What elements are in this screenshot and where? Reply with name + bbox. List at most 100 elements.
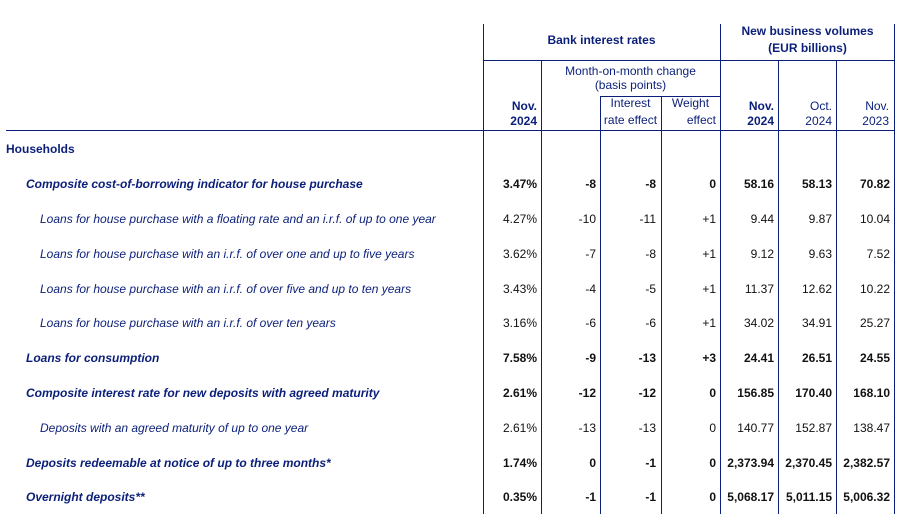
row-label: Households xyxy=(6,142,75,156)
header-eur-billions: (EUR billions) xyxy=(768,41,847,55)
cell-mom: -1 xyxy=(585,490,596,504)
cell-v1: 24.41 xyxy=(743,351,774,365)
header-basis-points: (basis points) xyxy=(594,78,667,92)
divider-v1-v2 xyxy=(778,60,779,514)
cell-ire: -11 xyxy=(639,212,656,226)
cell-rate: 7.58% xyxy=(502,351,537,365)
header-vol-nov23-year: 2023 xyxy=(862,114,889,128)
row-label: Loans for consumption xyxy=(26,351,160,365)
cell-mom: -13 xyxy=(578,421,596,435)
cell-v1: 5,068.17 xyxy=(727,490,774,504)
cell-v2: 9.63 xyxy=(808,247,832,261)
divider-rates-left xyxy=(483,24,484,514)
cell-v1: 9.44 xyxy=(750,212,774,226)
header-new-business-volumes: New business volumes xyxy=(741,24,874,38)
cell-rate: 3.47% xyxy=(502,177,537,191)
cell-we: 0 xyxy=(709,177,716,191)
cell-rate: 0.35% xyxy=(502,490,537,504)
cell-we: +1 xyxy=(702,247,716,261)
cell-ire: -1 xyxy=(645,490,656,504)
cell-v2: 34.91 xyxy=(801,316,832,330)
divider-mom-ire xyxy=(600,96,601,514)
cell-we: 0 xyxy=(709,386,716,400)
header-rate-nov: Nov. xyxy=(511,99,537,113)
cell-v2: 12.62 xyxy=(801,282,832,296)
cell-v2: 9.87 xyxy=(808,212,832,226)
cell-rate: 3.43% xyxy=(502,282,537,296)
cell-v1: 58.16 xyxy=(743,177,774,191)
header-rate-effect: rate effect xyxy=(603,113,658,127)
cell-we: 0 xyxy=(709,421,716,435)
cell-v3: 70.82 xyxy=(859,177,890,191)
row-label: Composite interest rate for new deposits… xyxy=(26,386,380,400)
header-bank-interest-rates: Bank interest rates xyxy=(547,33,656,47)
divider-rate-mom xyxy=(541,60,542,514)
header-vol-oct: Oct. xyxy=(809,99,832,113)
cell-ire: -8 xyxy=(645,177,656,191)
header-vol-nov: Nov. xyxy=(748,99,774,113)
header-rate-2024: 2024 xyxy=(510,114,537,128)
cell-v1: 34.02 xyxy=(743,316,774,330)
cell-v2: 152.87 xyxy=(795,421,832,435)
header-interest: Interest xyxy=(610,96,651,110)
header-vol-nov23: Nov. xyxy=(865,99,889,113)
cell-v1: 11.37 xyxy=(744,282,774,296)
cell-rate: 4.27% xyxy=(502,212,537,226)
row-label: Loans for house purchase with an i.r.f. … xyxy=(40,316,336,330)
cell-v3: 10.04 xyxy=(859,212,890,226)
cell-v3: 2,382.57 xyxy=(843,456,890,470)
cell-v1: 156.85 xyxy=(737,386,774,400)
cell-rate: 3.62% xyxy=(502,247,537,261)
cell-ire: -1 xyxy=(645,456,656,470)
cell-v3: 168.10 xyxy=(853,386,890,400)
cell-v2: 5,011.15 xyxy=(785,490,832,504)
row-label: Deposits redeemable at notice of up to t… xyxy=(26,456,331,470)
cell-v2: 170.40 xyxy=(795,386,832,400)
header-vol-nov-year: 2024 xyxy=(747,114,774,128)
cell-rate: 3.16% xyxy=(502,316,537,330)
cell-we: 0 xyxy=(709,456,716,470)
cell-v3: 10.22 xyxy=(859,282,890,296)
cell-v3: 5,006.32 xyxy=(843,490,890,504)
cell-mom: -7 xyxy=(585,247,596,261)
cell-ire: -13 xyxy=(638,351,656,365)
header-vol-oct-year: 2024 xyxy=(805,114,832,128)
header-weight: Weight xyxy=(671,96,710,110)
rule-under-mom-header xyxy=(600,96,721,97)
cell-mom: -9 xyxy=(585,351,596,365)
rule-under-column-headers xyxy=(6,130,895,131)
cell-ire: -6 xyxy=(645,316,656,330)
row-label: Loans for house purchase with a floating… xyxy=(40,212,436,226)
cell-ire: -13 xyxy=(638,421,656,435)
header-effect: effect xyxy=(686,113,716,127)
cell-v3: 138.47 xyxy=(853,421,890,435)
cell-we: +3 xyxy=(702,351,716,365)
row-label: Loans for house purchase with an i.r.f. … xyxy=(40,282,412,296)
cell-mom: -12 xyxy=(578,386,596,400)
cell-mom: -10 xyxy=(578,212,596,226)
cell-mom: -4 xyxy=(585,282,596,296)
rule-under-group-headers xyxy=(483,60,895,61)
cell-v3: 25.27 xyxy=(859,316,890,330)
cell-v2: 26.51 xyxy=(801,351,832,365)
header-mom-change: Month-on-month change xyxy=(565,64,696,78)
cell-mom: 0 xyxy=(589,456,596,470)
cell-rate: 2.61% xyxy=(502,386,537,400)
row-label: Composite cost-of-borrowing indicator fo… xyxy=(26,177,363,191)
row-label: Loans for house purchase with an i.r.f. … xyxy=(40,247,415,261)
cell-v1: 2,373.94 xyxy=(727,456,774,470)
cell-we: 0 xyxy=(709,490,716,504)
cell-rate: 2.61% xyxy=(502,421,537,435)
cell-v2: 58.13 xyxy=(801,177,832,191)
divider-ire-we xyxy=(661,96,662,514)
cell-mom: -6 xyxy=(585,316,596,330)
row-label: Overnight deposits** xyxy=(26,490,145,504)
cell-v2: 2,370.45 xyxy=(785,456,832,470)
divider-rates-volumes xyxy=(720,24,721,514)
cell-rate: 1.74% xyxy=(502,456,537,470)
cell-ire: -5 xyxy=(645,282,656,296)
cell-mom: -8 xyxy=(585,177,596,191)
cell-v3: 7.52 xyxy=(866,247,890,261)
cell-we: +1 xyxy=(702,316,716,330)
row-label: Deposits with an agreed maturity of up t… xyxy=(40,421,309,435)
